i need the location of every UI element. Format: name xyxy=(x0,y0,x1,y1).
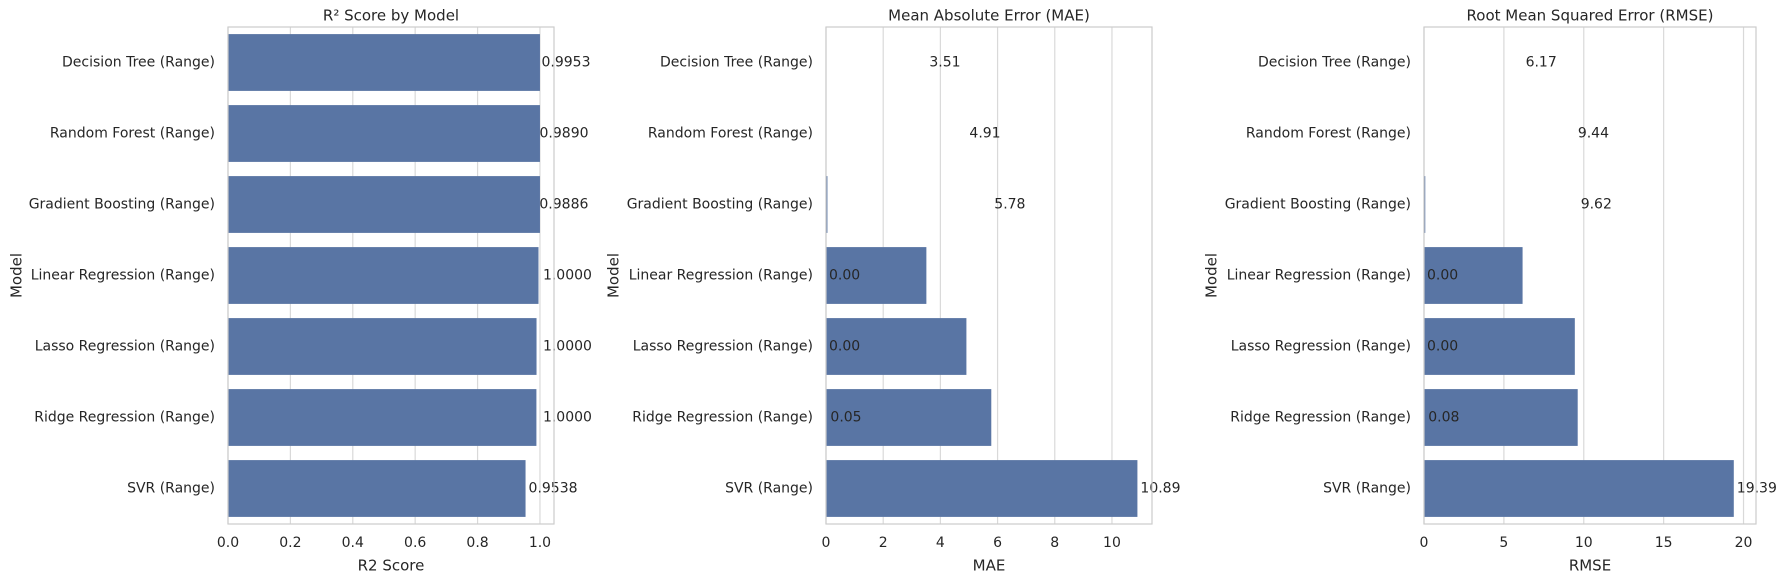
chart-title: Mean Absolute Error (MAE) xyxy=(888,7,1090,25)
x-tick-label: 0.4 xyxy=(342,535,364,551)
y-tick-label: Linear Regression (Range) xyxy=(1227,268,1411,284)
x-tick-label: 10 xyxy=(1575,535,1593,551)
bar-annotation: 0.9886 xyxy=(539,197,588,213)
axes-frame xyxy=(227,26,555,525)
y-tick-label: Lasso Regression (Range) xyxy=(633,339,813,355)
y-tick-label: Lasso Regression (Range) xyxy=(35,339,215,355)
bar-annotation: 0.9538 xyxy=(529,481,578,497)
axes-frame xyxy=(1423,26,1757,525)
x-tick-label: 0.8 xyxy=(466,535,488,551)
x-tick-label: 15 xyxy=(1655,535,1673,551)
x-tick-label: 10 xyxy=(1103,535,1121,551)
x-tick-label: 0.6 xyxy=(404,535,426,551)
bar-annotation: 0.9953 xyxy=(541,55,590,71)
y-tick-label: Lasso Regression (Range) xyxy=(1231,339,1411,355)
bar xyxy=(228,318,537,375)
x-axis-label: RMSE xyxy=(1569,557,1611,575)
bar-annotation: 0.9890 xyxy=(540,126,589,142)
bar-annotation: 19.39 xyxy=(1737,481,1777,497)
y-tick-label: Random Forest (Range) xyxy=(1246,126,1411,142)
bar-annotation: 1.0000 xyxy=(543,410,592,426)
x-axis-label: MAE xyxy=(973,557,1006,575)
bar xyxy=(826,247,927,304)
bar xyxy=(228,105,540,162)
bar xyxy=(826,176,828,233)
bar xyxy=(1424,176,1426,233)
bar-annotation: 10.89 xyxy=(1140,481,1180,497)
bar xyxy=(228,460,526,517)
y-tick-label: Ridge Regression (Range) xyxy=(34,410,215,426)
y-tick-label: Linear Regression (Range) xyxy=(31,268,215,284)
bar xyxy=(228,34,540,91)
y-axis-label: Model xyxy=(605,253,623,298)
y-tick-label: Decision Tree (Range) xyxy=(62,55,215,71)
x-axis-label: R2 Score xyxy=(358,557,425,575)
bar-annotation: 3.51 xyxy=(929,55,960,71)
x-tick-label: 2 xyxy=(879,535,888,551)
bar-annotation: 9.62 xyxy=(1581,197,1612,213)
x-tick-label: 0.2 xyxy=(279,535,301,551)
x-tick-label: 20 xyxy=(1735,535,1753,551)
bar-annotation: 0.00 xyxy=(829,339,860,355)
x-tick-label: 0 xyxy=(822,535,831,551)
y-tick-label: Gradient Boosting (Range) xyxy=(1225,197,1411,213)
bar xyxy=(1424,247,1523,304)
y-tick-label: Decision Tree (Range) xyxy=(660,55,813,71)
bar-annotation: 1.0000 xyxy=(543,339,592,355)
y-tick-label: Decision Tree (Range) xyxy=(1258,55,1411,71)
y-tick-label: Random Forest (Range) xyxy=(648,126,813,142)
x-tick-label: 0 xyxy=(1420,535,1429,551)
bar-annotation: 9.44 xyxy=(1578,126,1609,142)
y-tick-label: SVR (Range) xyxy=(1323,481,1411,497)
y-tick-label: Random Forest (Range) xyxy=(50,126,215,142)
bar xyxy=(228,247,539,304)
x-tick-label: 0.0 xyxy=(217,535,239,551)
bar-annotation: 1.0000 xyxy=(543,268,592,284)
y-tick-label: Gradient Boosting (Range) xyxy=(29,197,215,213)
bar xyxy=(826,318,967,375)
bar-annotation: 0.05 xyxy=(830,410,861,426)
x-tick-label: 5 xyxy=(1499,535,1508,551)
x-tick-label: 6 xyxy=(993,535,1002,551)
y-tick-label: Gradient Boosting (Range) xyxy=(627,197,813,213)
x-tick-label: 4 xyxy=(936,535,945,551)
bar xyxy=(1424,389,1578,446)
bar xyxy=(826,460,1138,517)
bar xyxy=(1424,318,1575,375)
y-axis-label: Model xyxy=(8,253,26,298)
y-tick-label: Ridge Regression (Range) xyxy=(1230,410,1411,426)
x-tick-label: 8 xyxy=(1050,535,1059,551)
bar-annotation: 0.00 xyxy=(1427,339,1458,355)
y-tick-label: SVR (Range) xyxy=(127,481,215,497)
bar-annotation: 6.17 xyxy=(1526,55,1557,71)
axes-frame xyxy=(825,26,1153,525)
bar xyxy=(228,176,540,233)
bar-annotation: 0.08 xyxy=(1428,410,1459,426)
y-tick-label: Ridge Regression (Range) xyxy=(632,410,813,426)
chart-title: R² Score by Model xyxy=(323,7,459,25)
bar-annotation: 0.00 xyxy=(829,268,860,284)
bar-annotation: 4.91 xyxy=(969,126,1000,142)
bar xyxy=(228,389,537,446)
bar-annotation: 0.00 xyxy=(1427,268,1458,284)
y-axis-label: Model xyxy=(1203,253,1221,298)
bar xyxy=(1424,460,1734,517)
chart-title: Root Mean Squared Error (RMSE) xyxy=(1467,7,1714,25)
bar-annotation: 5.78 xyxy=(994,197,1025,213)
y-tick-label: SVR (Range) xyxy=(725,481,813,497)
y-tick-label: Linear Regression (Range) xyxy=(629,268,813,284)
bar xyxy=(826,389,992,446)
x-tick-label: 1.0 xyxy=(529,535,551,551)
